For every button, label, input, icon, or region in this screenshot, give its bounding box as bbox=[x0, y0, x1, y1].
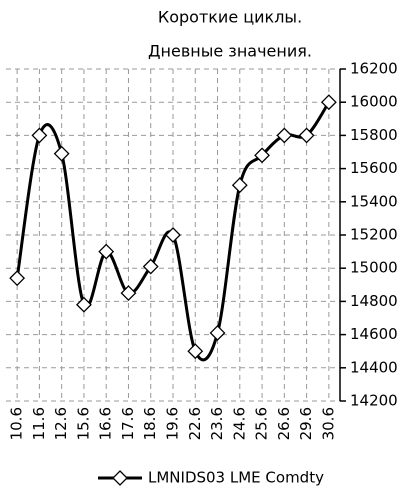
x-tick-label: 22.6 bbox=[186, 407, 204, 440]
y-tick-label: 15000 bbox=[350, 259, 398, 277]
x-tick-label: 11.6 bbox=[30, 407, 48, 440]
marker bbox=[120, 285, 137, 302]
x-tick-label: 24.6 bbox=[230, 407, 248, 440]
y-tick-label: 15400 bbox=[350, 192, 398, 210]
marker bbox=[98, 243, 115, 260]
marker bbox=[209, 325, 226, 341]
marker bbox=[276, 127, 293, 144]
marker bbox=[53, 145, 70, 162]
x-tick-label: 16.6 bbox=[97, 407, 115, 440]
y-tick-label: 14400 bbox=[350, 358, 398, 376]
marker bbox=[231, 177, 248, 194]
legend-label: LMNIDS03 LME Comdty bbox=[148, 469, 324, 487]
marker bbox=[254, 147, 270, 164]
y-tick-label: 16200 bbox=[350, 60, 398, 78]
chart-title: Дневные значения. bbox=[148, 42, 312, 61]
y-tick-label: 15800 bbox=[350, 126, 398, 144]
x-tick-label: 30.6 bbox=[319, 407, 337, 440]
marker bbox=[31, 127, 48, 144]
marker bbox=[298, 127, 315, 144]
x-tick-label: 12.6 bbox=[52, 407, 70, 440]
x-tick-label: 23.6 bbox=[208, 407, 226, 440]
x-tick-label: 19.6 bbox=[164, 407, 182, 440]
x-tick-label: 15.6 bbox=[74, 407, 92, 440]
x-tick-label: 18.6 bbox=[141, 407, 159, 440]
y-tick-label: 14800 bbox=[350, 292, 398, 310]
marker bbox=[187, 343, 204, 360]
marker bbox=[320, 94, 337, 111]
x-tick-label: 29.6 bbox=[297, 407, 315, 440]
legend-marker bbox=[112, 470, 128, 486]
y-tick-label: 14200 bbox=[350, 392, 398, 410]
x-tick-label: 17.6 bbox=[119, 407, 137, 440]
x-tick-label: 26.6 bbox=[275, 407, 293, 440]
marker bbox=[76, 296, 92, 313]
y-tick-label: 15600 bbox=[350, 159, 398, 177]
x-tick-label: 25.6 bbox=[253, 407, 271, 440]
marker bbox=[142, 258, 159, 275]
y-tick-label: 15200 bbox=[350, 226, 398, 244]
x-tick-label: 10.6 bbox=[8, 407, 26, 440]
marker bbox=[9, 270, 26, 287]
marker bbox=[165, 227, 181, 243]
y-tick-label: 14600 bbox=[350, 325, 398, 343]
chart-title: Короткие циклы. bbox=[158, 8, 302, 27]
y-tick-label: 16000 bbox=[350, 93, 398, 111]
